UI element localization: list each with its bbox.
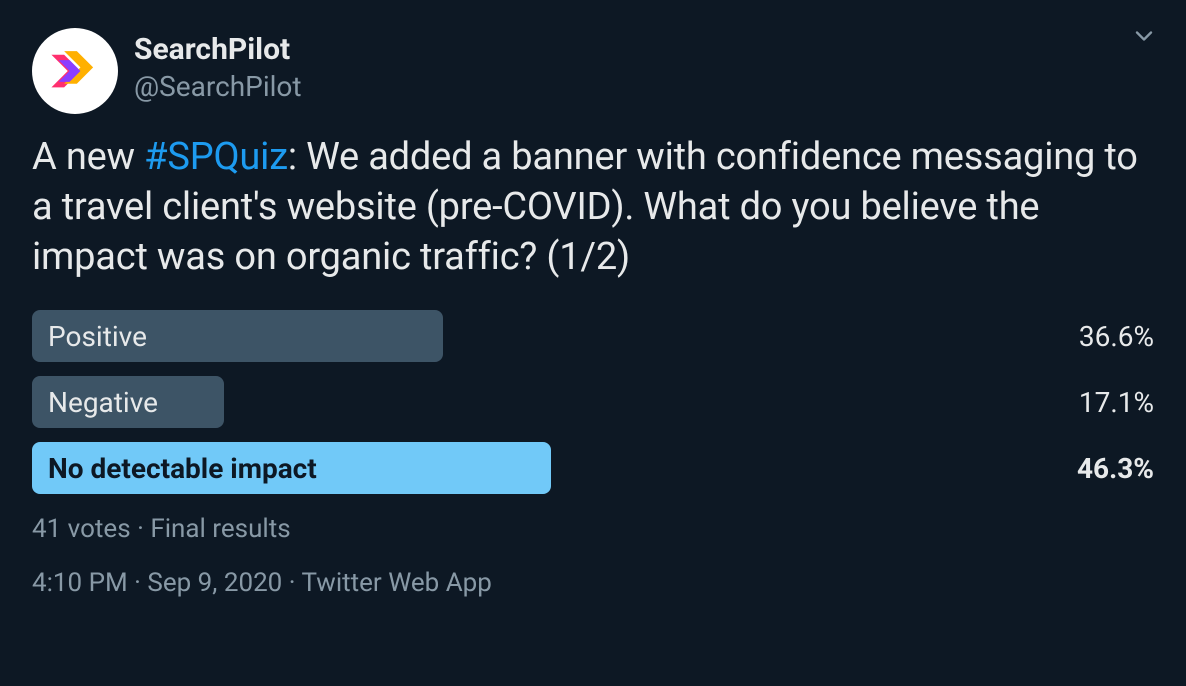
poll-votes: 41 votes (32, 514, 131, 544)
poll-status: Final results (150, 514, 290, 544)
poll-option-label: Negative (32, 386, 158, 419)
avatar-logo-icon (46, 42, 104, 100)
poll-option-pct: 36.6% (1079, 320, 1154, 353)
tweet-text: A new #SPQuiz: We added a banner with co… (32, 132, 1154, 282)
account-names: SearchPilot @SearchPilot (134, 28, 302, 104)
poll-option-pct: 46.3% (1077, 452, 1154, 485)
tweet-card: SearchPilot @SearchPilot A new #SPQuiz: … (0, 0, 1186, 618)
hashtag-link[interactable]: #SPQuiz (144, 135, 288, 179)
display-name[interactable]: SearchPilot (134, 32, 302, 68)
poll-option-label: Positive (32, 320, 147, 353)
tweet-time[interactable]: 4:10 PM (32, 568, 128, 598)
poll-option[interactable]: Negative 17.1% (32, 376, 1154, 428)
poll-option[interactable]: No detectable impact 46.3% (32, 442, 1154, 494)
avatar[interactable] (32, 28, 118, 114)
separator: · (128, 568, 148, 598)
poll-option[interactable]: Positive 36.6% (32, 310, 1154, 362)
handle[interactable]: @SearchPilot (134, 70, 302, 104)
separator: · (282, 568, 301, 598)
poll-option-label: No detectable impact (32, 452, 317, 485)
tweet-source[interactable]: Twitter Web App (301, 568, 491, 598)
tweet-timestamp: 4:10 PM · Sep 9, 2020 · Twitter Web App (32, 568, 1154, 598)
tweet-header: SearchPilot @SearchPilot (32, 28, 1154, 114)
chevron-down-icon (1130, 22, 1158, 50)
tweet-text-prefix: A new (32, 135, 144, 179)
tweet-menu-caret[interactable] (1130, 22, 1158, 54)
poll-option-pct: 17.1% (1079, 386, 1154, 419)
poll-meta: 41 votes · Final results (32, 514, 1154, 544)
poll: Positive 36.6% Negative 17.1% No detectable … (32, 310, 1154, 494)
separator: · (131, 514, 151, 544)
tweet-date[interactable]: Sep 9, 2020 (147, 568, 282, 598)
